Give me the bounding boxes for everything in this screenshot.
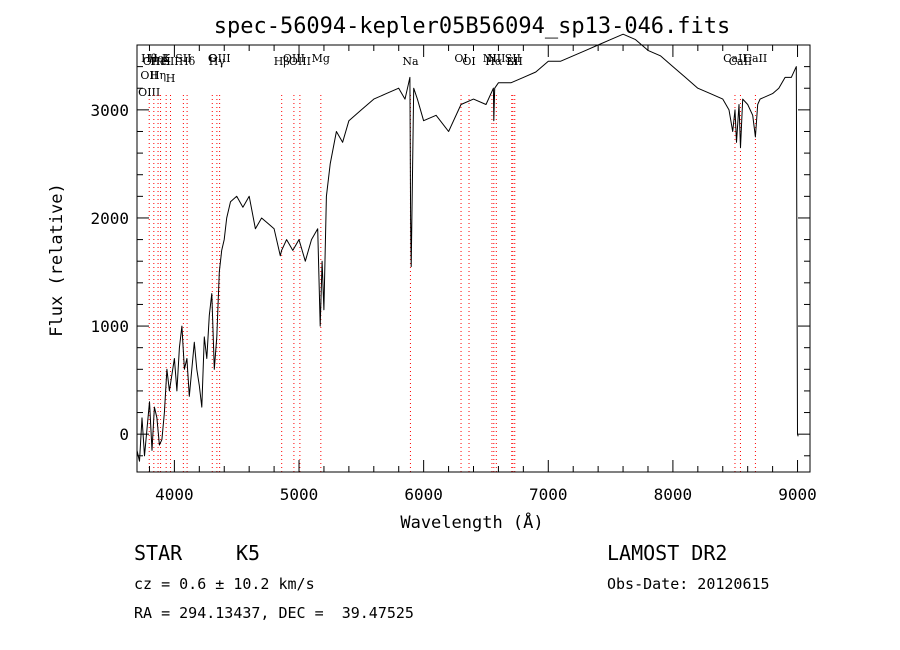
- line-marker-label: OIII: [289, 55, 311, 68]
- plot-frame: [136, 44, 811, 473]
- y-tick-label: 2000: [90, 209, 129, 228]
- line-marker-label: HeI: [148, 52, 168, 65]
- line-marker-label: Hγ: [209, 55, 226, 68]
- spectrum-series: [136, 33, 799, 462]
- obs-date: Obs-Date: 20120615: [607, 575, 770, 593]
- line-marker-label: SII: [507, 55, 523, 68]
- line-marker-label: CaII: [723, 52, 747, 65]
- line-marker-label: HeI: [150, 55, 170, 68]
- line-marker-label: SII: [162, 55, 178, 68]
- coordinates: RA = 294.13437, DEC = 39.47525: [134, 604, 414, 622]
- x-tick-label: 6000: [404, 485, 443, 504]
- line-marker-label: OI: [454, 52, 467, 65]
- line-marker-label: Hθ: [141, 52, 158, 65]
- line-marker-label: SII: [505, 52, 521, 65]
- line-marker-label: Li: [506, 55, 517, 68]
- object-type: STAR: [134, 541, 183, 565]
- x-tick-label: 9000: [778, 485, 817, 504]
- line-marker-label: G: [208, 52, 217, 65]
- spectrum-line: [136, 33, 799, 462]
- line-marker-label: Hβ: [274, 55, 290, 68]
- line-marker-label: CaII: [744, 52, 768, 65]
- y-axis: 0 1000 2000 3000: [90, 66, 810, 457]
- survey-name: LAMOST DR2: [607, 541, 728, 565]
- x-tick-label: 8000: [654, 485, 693, 504]
- x-tick-label: 7000: [529, 485, 568, 504]
- y-tick-label: 0: [119, 425, 129, 444]
- x-tick-label: 5000: [280, 485, 319, 504]
- x-tick-label: 4000: [155, 485, 194, 504]
- chart-title: spec-56094-kepler05B56094_sp13-046.fits: [214, 14, 731, 39]
- line-marker-label: Hα: [485, 55, 503, 68]
- line-marker-label: NII: [483, 52, 501, 65]
- redshift-text: cz = 0.6 ± 10.2 km/s: [134, 575, 315, 593]
- object-subclass: K5: [236, 541, 261, 565]
- line-marker-label: NII: [487, 52, 505, 65]
- line-marker-label: SII: [175, 52, 191, 65]
- line-marker-label: Hδ: [179, 55, 196, 68]
- line-marker-label: H: [166, 72, 176, 85]
- line-marker-label: Mg: [312, 52, 330, 65]
- line-marker-label: Hη: [150, 69, 166, 82]
- y-tick-label: 3000: [90, 101, 129, 120]
- line-marker-label: OI: [462, 55, 475, 68]
- line-marker-label: OIII: [143, 55, 165, 68]
- line-marker-label: OII: [140, 69, 158, 82]
- line-marker-label: OIII: [138, 86, 160, 99]
- y-axis-label: Flux (relative): [47, 183, 67, 337]
- line-marker-label: OIII: [209, 52, 231, 65]
- x-axis-label: Wavelength (Å): [400, 511, 543, 533]
- x-axis: 4000 5000 6000 7000 8000 9000: [148, 45, 817, 504]
- y-tick-label: 1000: [90, 317, 129, 336]
- line-marker-label: Na: [402, 55, 419, 68]
- line-marker-label: CaII: [729, 55, 753, 68]
- line-marker-label: K: [162, 52, 171, 65]
